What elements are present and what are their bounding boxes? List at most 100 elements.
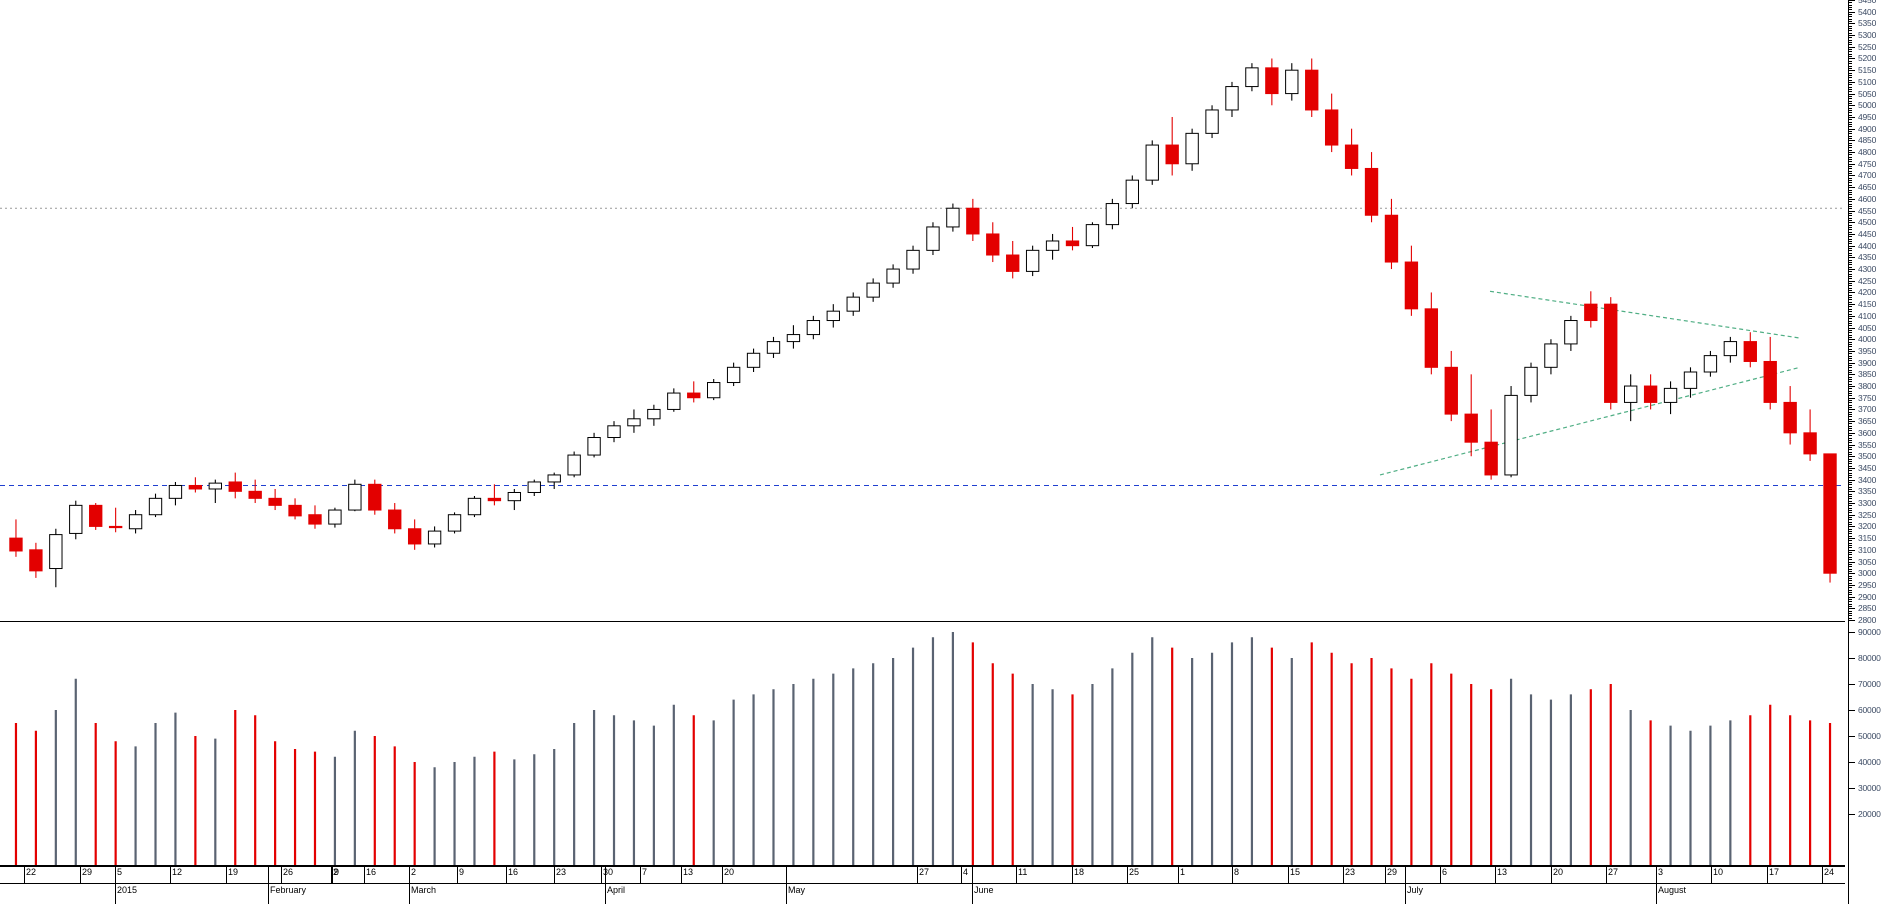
candle-body[interactable] (1783, 401, 1797, 434)
volume-tick-label: 60000 (1858, 705, 1881, 715)
candle-body[interactable] (188, 484, 203, 490)
candle-body[interactable] (29, 549, 43, 572)
candle-body[interactable] (647, 408, 661, 420)
candle-body[interactable] (1584, 303, 1598, 322)
candle-body[interactable] (1065, 240, 1080, 247)
candle-body[interactable] (1185, 132, 1199, 165)
candle-body[interactable] (1344, 144, 1359, 169)
candle-body[interactable] (1125, 179, 1139, 205)
candle-body[interactable] (1624, 385, 1638, 403)
candle-body[interactable] (1424, 308, 1439, 368)
candle-body[interactable] (1484, 441, 1498, 476)
candle-body[interactable] (208, 482, 222, 490)
candle-body[interactable] (128, 514, 143, 530)
candle-body[interactable] (1245, 67, 1259, 88)
candle-body[interactable] (587, 437, 601, 456)
candle-body[interactable] (308, 514, 322, 525)
candle-body[interactable] (567, 454, 581, 476)
candle-body[interactable] (687, 392, 701, 399)
candle-body[interactable] (707, 382, 721, 399)
candle-body[interactable] (89, 504, 103, 527)
candle-body[interactable] (388, 509, 402, 530)
candle-body[interactable] (1404, 261, 1419, 310)
date-tick (917, 866, 918, 883)
candle-body[interactable] (248, 490, 262, 499)
candle-body[interactable] (806, 320, 821, 336)
candle-body[interactable] (69, 504, 83, 534)
candle-body[interactable] (1045, 240, 1060, 251)
candle-body[interactable] (667, 392, 681, 410)
candle-body[interactable] (1604, 303, 1618, 403)
candle-body[interactable] (368, 483, 382, 511)
price-minor-tick (1848, 74, 1852, 76)
candle-body[interactable] (966, 207, 980, 235)
candle-body[interactable] (1683, 371, 1698, 389)
date-axis[interactable]: 22 29 5 12 19 26 2 9 16 2 9 16 23 30 7 13 20 27 4 11 18 25 1 8 1… (0, 866, 1845, 904)
price-chart-panel[interactable] (0, 0, 1845, 620)
candle-body[interactable] (447, 514, 462, 532)
candle-body[interactable] (866, 282, 880, 298)
candle-body[interactable] (1205, 109, 1219, 134)
candle-body[interactable] (348, 483, 362, 511)
candle-body[interactable] (1663, 387, 1678, 403)
candle-body[interactable] (1803, 432, 1817, 455)
candle-body[interactable] (946, 207, 960, 228)
candle-body[interactable] (268, 497, 282, 506)
candle-body[interactable] (288, 504, 302, 517)
candle-body[interactable] (1703, 355, 1718, 373)
candle-body[interactable] (1544, 343, 1558, 368)
candle-body[interactable] (148, 497, 163, 516)
candle-body[interactable] (467, 497, 482, 516)
candle-body[interactable] (168, 484, 183, 499)
candle-body[interactable] (926, 226, 940, 251)
candle-body[interactable] (766, 341, 781, 354)
candle-body[interactable] (328, 509, 342, 525)
candle-body[interactable] (527, 481, 541, 493)
candle-body[interactable] (1464, 413, 1478, 443)
candle-body[interactable] (986, 233, 1000, 256)
candle-body[interactable] (407, 528, 422, 545)
candle-body[interactable] (1025, 249, 1040, 272)
candle-body[interactable] (1085, 224, 1100, 247)
candle-body[interactable] (49, 534, 63, 570)
candle-body[interactable] (1285, 69, 1299, 95)
candle-body[interactable] (1384, 214, 1399, 263)
candle-body[interactable] (547, 474, 561, 483)
candle-body[interactable] (1145, 144, 1159, 181)
candle-body[interactable] (1364, 167, 1379, 216)
candle-body[interactable] (1225, 86, 1239, 111)
candle-body[interactable] (1265, 67, 1279, 95)
candle-body[interactable] (786, 334, 801, 343)
candle-body[interactable] (9, 537, 23, 552)
candle-body[interactable] (906, 249, 920, 270)
candle-body[interactable] (1006, 254, 1020, 272)
candle-body[interactable] (826, 310, 840, 322)
candle-body[interactable] (1564, 320, 1578, 345)
candle-body[interactable] (507, 491, 522, 502)
candle-body[interactable] (607, 425, 621, 439)
candle-body[interactable] (1165, 144, 1179, 165)
candle-body[interactable] (1643, 385, 1658, 403)
candle-body[interactable] (726, 366, 741, 384)
candle-body[interactable] (846, 296, 860, 312)
candle-body[interactable] (1305, 69, 1319, 111)
candle-body[interactable] (886, 268, 900, 284)
candle-body[interactable] (1763, 360, 1777, 403)
candle-body[interactable] (746, 352, 761, 368)
candle-body[interactable] (1524, 366, 1538, 396)
price-plot-area[interactable] (0, 0, 1845, 620)
volume-plot-area[interactable] (0, 624, 1845, 866)
candle-body[interactable] (1444, 366, 1458, 415)
candle-body[interactable] (627, 418, 641, 427)
candle-body[interactable] (1743, 341, 1757, 362)
candle-body[interactable] (1823, 453, 1837, 574)
candle-body[interactable] (228, 481, 242, 492)
candle-body[interactable] (1723, 341, 1738, 357)
volume-chart-panel[interactable] (0, 624, 1845, 866)
candle-body[interactable] (108, 525, 123, 529)
candle-body[interactable] (1324, 109, 1339, 146)
candle-body[interactable] (1504, 394, 1518, 476)
candle-body[interactable] (487, 497, 502, 502)
candle-body[interactable] (427, 530, 442, 545)
candle-body[interactable] (1105, 203, 1120, 226)
